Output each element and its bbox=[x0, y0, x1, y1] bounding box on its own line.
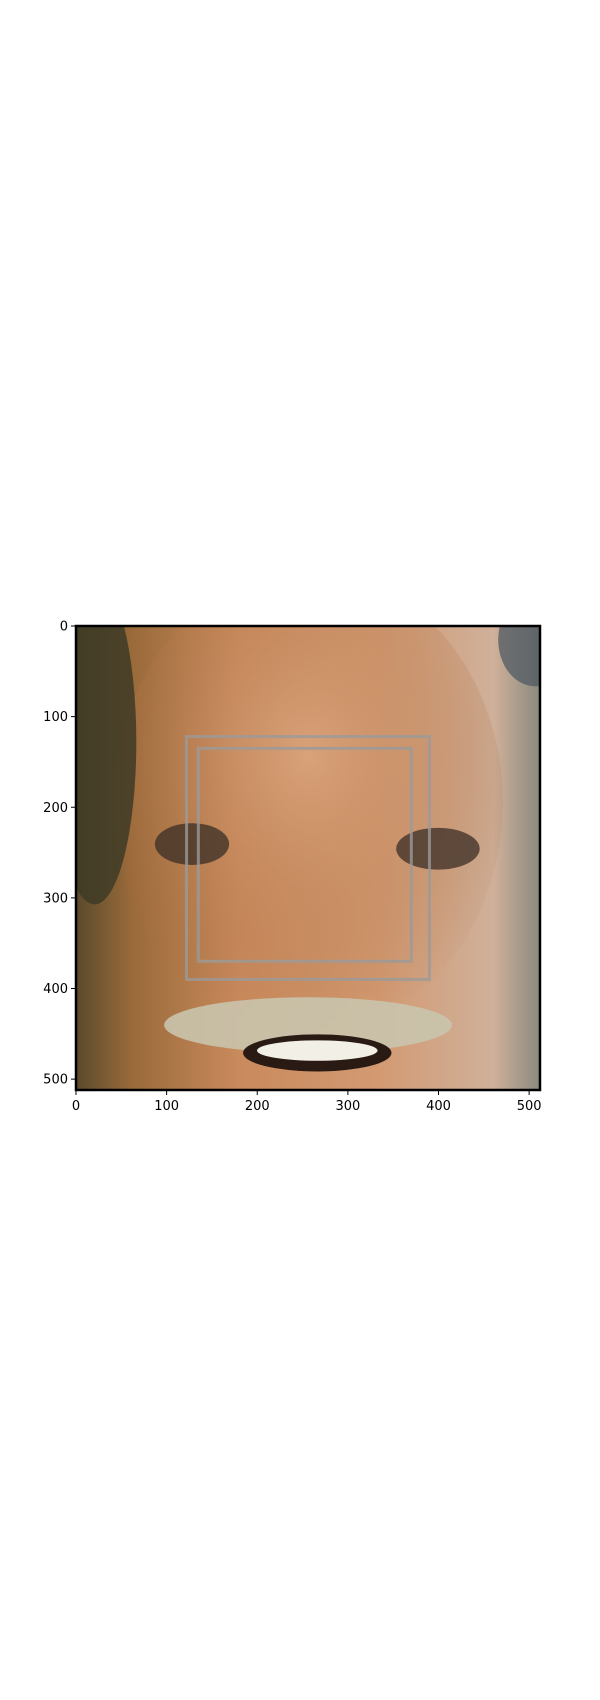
right-eye bbox=[396, 828, 480, 870]
x-tick-label: 0 bbox=[72, 1099, 80, 1114]
y-tick-label: 500 bbox=[43, 1073, 68, 1088]
face-highlight bbox=[113, 570, 503, 1034]
y-tick-label: 0 bbox=[60, 620, 68, 635]
left-eye bbox=[155, 823, 229, 865]
y-tick-label: 300 bbox=[43, 891, 68, 906]
y-tick-label: 100 bbox=[43, 710, 68, 725]
face-photo bbox=[53, 570, 573, 1090]
x-tick-label: 400 bbox=[426, 1099, 451, 1114]
x-tick-label: 100 bbox=[154, 1099, 179, 1114]
hair-right bbox=[498, 594, 572, 687]
x-tick-label: 500 bbox=[517, 1099, 542, 1114]
y-tick-label: 400 bbox=[43, 982, 68, 997]
x-tick-label: 300 bbox=[335, 1099, 360, 1114]
teeth bbox=[257, 1040, 378, 1060]
y-tick-label: 200 bbox=[43, 801, 68, 816]
x-tick-label: 200 bbox=[245, 1099, 270, 1114]
plot-area: 0 100 200 300 400 500 0 100 200 300 400 500 bbox=[43, 570, 572, 1114]
